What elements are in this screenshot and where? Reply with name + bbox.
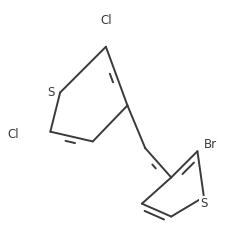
Text: S: S (200, 197, 208, 210)
Text: Cl: Cl (7, 128, 19, 141)
Text: Cl: Cl (100, 14, 112, 27)
Text: S: S (48, 86, 55, 99)
Text: Br: Br (204, 138, 217, 151)
